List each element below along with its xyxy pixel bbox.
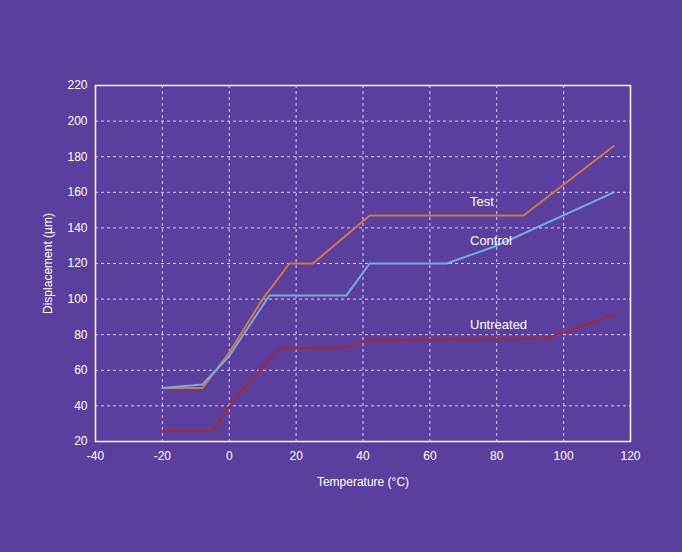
svg-text:80: 80	[74, 328, 88, 342]
svg-text:60: 60	[423, 449, 437, 463]
svg-text:20: 20	[289, 449, 303, 463]
svg-text:100: 100	[67, 292, 87, 306]
svg-text:80: 80	[490, 449, 504, 463]
svg-text:Control: Control	[470, 233, 512, 248]
svg-text:120: 120	[67, 256, 87, 270]
svg-text:-40: -40	[87, 449, 105, 463]
svg-text:0: 0	[226, 449, 233, 463]
svg-text:100: 100	[554, 449, 574, 463]
svg-text:40: 40	[356, 449, 370, 463]
svg-text:Temperature (°C): Temperature (°C)	[317, 475, 409, 489]
svg-text:Test: Test	[470, 194, 494, 209]
svg-text:60: 60	[74, 363, 88, 377]
svg-text:20: 20	[74, 434, 88, 448]
svg-text:180: 180	[67, 150, 87, 164]
svg-text:-20: -20	[154, 449, 172, 463]
svg-text:140: 140	[67, 221, 87, 235]
svg-text:120: 120	[620, 449, 640, 463]
svg-text:220: 220	[67, 78, 87, 92]
svg-text:200: 200	[67, 114, 87, 128]
svg-text:Untreated: Untreated	[470, 317, 527, 332]
svg-text:160: 160	[67, 185, 87, 199]
svg-text:40: 40	[74, 399, 88, 413]
svg-text:Displacement (µm): Displacement (µm)	[41, 213, 55, 314]
